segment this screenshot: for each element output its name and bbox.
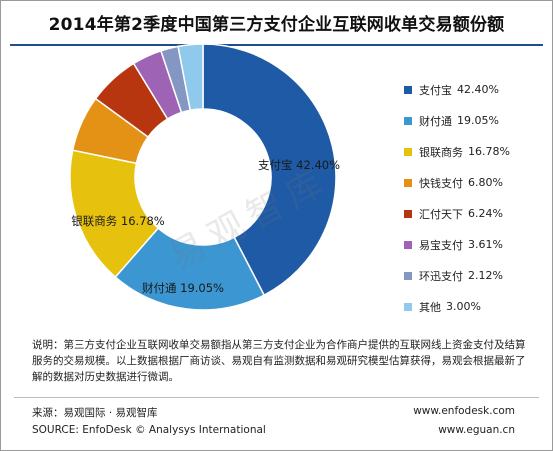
legend-value: 6.24% (468, 207, 503, 220)
url-eguan[interactable]: www.eguan.cn (438, 424, 515, 436)
legend-item-4: 快钱支付 6.80% (404, 167, 549, 198)
legend-item-7: 环迅支付 2.12% (404, 260, 549, 291)
legend-label: 环迅支付 (419, 269, 463, 283)
legend-label: 易宝支付 (419, 238, 463, 252)
slice-label-2: 财付通 19.05% (142, 281, 224, 295)
legend-item-2: 财付通 19.05% (404, 105, 549, 136)
slice-label-3: 银联商务 16.78% (71, 214, 165, 228)
legend-swatch (404, 271, 412, 280)
legend-value: 2.12% (468, 269, 503, 282)
chart-title: 2014年第2季度中国第三方支付企业互联网收单交易额份额 (48, 15, 505, 35)
legend-value: 6.80% (468, 176, 503, 189)
legend-label: 汇付天下 (419, 207, 463, 221)
legend-item-5: 汇付天下 6.24% (404, 198, 549, 229)
slice-labels: 支付宝 42.40% 财付通 19.05% 银联商务 16.78% (71, 158, 340, 295)
legend-swatch (404, 178, 412, 187)
legend-item-3: 银联商务 16.78% (404, 136, 549, 167)
chart-legend: 支付宝 42.40% 财付通 19.05% 银联商务 16.78% 快钱支付 6.80% 汇付天… (404, 74, 549, 322)
legend-label: 支付宝 (419, 83, 452, 97)
slice-8 (177, 43, 204, 112)
legend-value: 42.40% (457, 83, 499, 96)
source-en: SOURCE: EnfoDesk © Analysys Internationa… (32, 424, 266, 436)
legend-swatch (404, 302, 412, 311)
source-divider (14, 397, 539, 398)
source-cn: 来源：易观国际 · 易观智库 (32, 407, 158, 419)
slice-2 (114, 227, 266, 311)
legend-swatch (404, 116, 412, 125)
legend-label: 银联商务 (419, 145, 463, 159)
slice-label-1: 支付宝 42.40% (258, 158, 340, 172)
legend-item-8: 其他 3.00% (404, 291, 549, 322)
legend-swatch (404, 209, 412, 218)
legend-swatch (404, 240, 412, 249)
url-enfodesk[interactable]: www.enfodesk.com (413, 405, 515, 417)
legend-label: 快钱支付 (419, 176, 463, 190)
donut-slices (69, 43, 337, 311)
legend-value: 3.00% (446, 300, 481, 313)
legend-item-1: 支付宝 42.40% (404, 74, 549, 105)
legend-label: 其他 (419, 300, 441, 314)
legend-item-6: 易宝支付 3.61% (404, 229, 549, 260)
legend-value: 19.05% (457, 114, 499, 127)
legend-value: 3.61% (468, 238, 503, 251)
chart-note: 说明：第三方支付企业互联网收单交易额指从第三方支付企业为合作商户提供的互联网线上… (32, 339, 526, 383)
legend-swatch (404, 85, 412, 94)
slice-1 (202, 43, 337, 297)
legend-swatch (404, 147, 412, 156)
title-underline (10, 44, 543, 46)
legend-value: 16.78% (468, 145, 510, 158)
legend-label: 财付通 (419, 114, 452, 128)
